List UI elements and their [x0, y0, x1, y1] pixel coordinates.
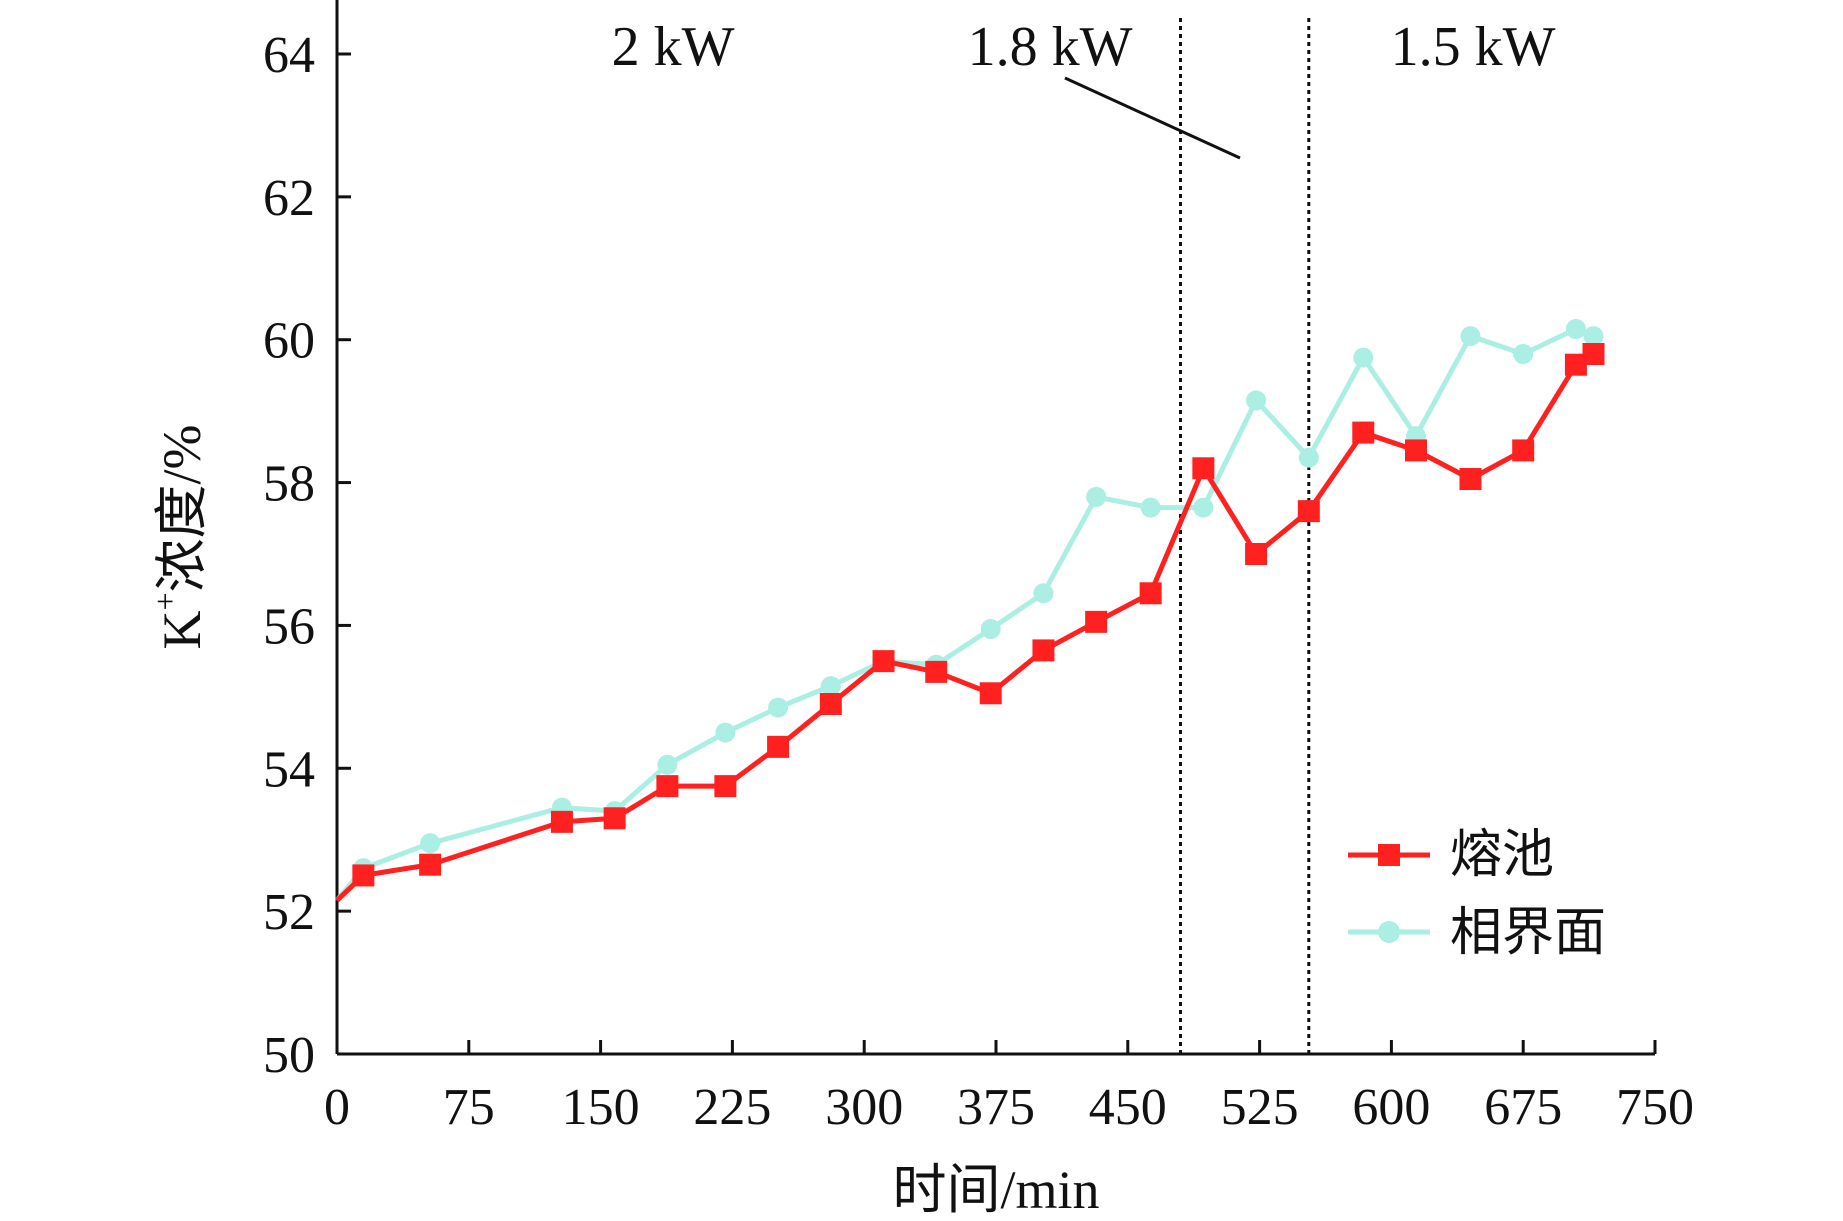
data-point	[714, 775, 737, 798]
data-point	[925, 660, 948, 683]
data-point	[1245, 543, 1268, 565]
data-point	[767, 735, 790, 758]
data-point	[1193, 497, 1214, 518]
x-tick-label: 150	[562, 1079, 640, 1136]
x-tick-label: 525	[1221, 1079, 1299, 1136]
data-point	[1086, 486, 1107, 507]
data-point	[715, 722, 736, 743]
x-ticks: 0 75 150 225 300 375 450 525 600 675 750	[324, 1040, 1694, 1136]
x-tick-label: 300	[825, 1079, 903, 1136]
y-axis-title-rest: 浓度/%	[152, 424, 212, 592]
y-tick-label: 56	[263, 598, 315, 655]
data-point	[1032, 639, 1055, 662]
data-point	[872, 650, 895, 673]
annotation-leader-line	[1064, 76, 1241, 160]
y-tick-label: 54	[263, 741, 315, 798]
legend-label-melt-pool: 熔池	[1450, 825, 1554, 885]
x-tick-label: 450	[1089, 1079, 1167, 1136]
y-axis-title: K+浓度/%	[147, 424, 212, 649]
series-interface	[335, 319, 1604, 902]
data-point	[1565, 319, 1586, 339]
x-tick-label: 75	[443, 1079, 495, 1136]
data-point	[419, 853, 442, 876]
data-point	[550, 810, 573, 833]
x-tick-label: 675	[1484, 1079, 1562, 1136]
series-layer	[335, 319, 1605, 903]
region-label-2kw: 2 kW	[612, 16, 735, 78]
region-label-1-5kw: 1.5 kW	[1391, 16, 1556, 78]
x-tick-label: 375	[957, 1079, 1035, 1136]
data-point	[1459, 468, 1482, 490]
y-axis-title-base: K	[152, 611, 212, 650]
data-point	[1352, 421, 1375, 444]
y-tick-label: 60	[263, 313, 315, 370]
y-axis-title-sup: +	[147, 592, 183, 610]
data-point	[1140, 497, 1161, 518]
data-point	[1512, 439, 1535, 462]
data-point	[1298, 447, 1319, 468]
y-tick-label: 64	[263, 27, 315, 84]
data-point	[1353, 347, 1374, 368]
data-point	[1246, 390, 1267, 411]
y-tick-label: 52	[263, 884, 315, 941]
x-tick-label: 0	[324, 1079, 350, 1136]
y-tick-label: 62	[263, 170, 315, 227]
data-point	[656, 775, 679, 798]
x-tick-label: 225	[693, 1079, 771, 1136]
legend-label-interface: 相界面	[1450, 903, 1606, 963]
data-point	[1033, 583, 1054, 604]
legend: 熔池 相界面	[1348, 825, 1606, 963]
x-axis-title: 时间/min	[892, 1160, 1099, 1220]
data-point	[420, 833, 441, 854]
data-point	[980, 619, 1001, 639]
y-tick-label: 58	[263, 456, 315, 513]
region-label-1-8kw: 1.8 kW	[968, 16, 1133, 78]
y-tick-label: 50	[263, 1027, 315, 1084]
data-point	[1297, 500, 1320, 523]
data-point	[1405, 439, 1428, 462]
series-melt-pool	[335, 343, 1605, 903]
data-point	[1564, 353, 1587, 376]
plot-area: 50 52 54 56 58 60 62 64 0 75 150 225 300 375 450 525 60…	[263, 0, 1694, 1136]
data-point	[1139, 582, 1162, 605]
legend-marker-interface	[1378, 921, 1400, 943]
data-point	[603, 807, 626, 830]
data-point	[1460, 326, 1481, 347]
data-point	[1192, 457, 1215, 480]
legend-marker-melt-pool	[1378, 844, 1400, 866]
data-point	[1085, 610, 1108, 633]
data-point	[1513, 344, 1534, 364]
y-ticks: 50 52 54 56 58 60 62 64	[263, 27, 351, 1084]
legend-item-melt-pool: 熔池	[1348, 825, 1554, 885]
data-point	[352, 864, 375, 887]
data-point	[819, 693, 842, 715]
series-line	[335, 326, 1595, 902]
data-point	[768, 697, 789, 718]
x-tick-label: 750	[1616, 1079, 1694, 1136]
x-tick-label: 600	[1352, 1079, 1430, 1136]
data-point	[657, 754, 678, 775]
data-point	[1583, 326, 1604, 347]
data-point	[979, 682, 1002, 705]
data-point	[1582, 343, 1605, 365]
data-point	[820, 676, 841, 697]
legend-item-interface: 相界面	[1348, 903, 1606, 963]
